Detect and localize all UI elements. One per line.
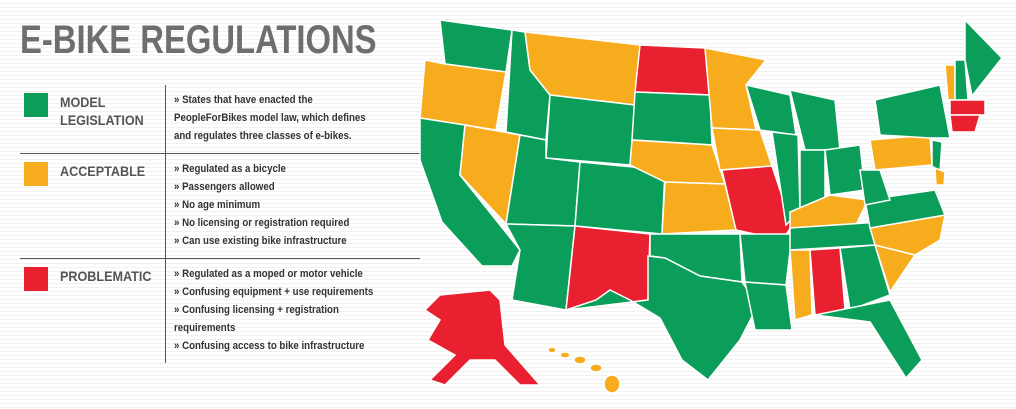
swatch [24, 93, 48, 117]
state [559, 351, 571, 359]
state [423, 289, 542, 386]
legend-item: » No licensing or registration required [174, 217, 350, 229]
state [824, 144, 866, 196]
state [573, 355, 587, 365]
state [874, 84, 951, 139]
state [934, 166, 946, 186]
state [949, 99, 986, 116]
legend-label: PROBLEMATIC [60, 268, 152, 284]
state [944, 64, 956, 101]
legend-item: » Regulated as a bicycle [174, 163, 286, 175]
legend-label: ACCEPTABLE [60, 163, 146, 179]
legend-item: » Regulated as a moped or motor vehicle [174, 268, 363, 280]
legend-items: » States that have enacted the PeopleFor… [165, 85, 414, 153]
state [704, 47, 768, 131]
legend: MODEL LEGISLATION » States that have ena… [20, 85, 420, 363]
state [814, 299, 923, 380]
state [789, 194, 870, 229]
title: E-BIKE REGULATIONS [20, 18, 377, 62]
state [565, 255, 759, 382]
state [603, 374, 621, 394]
state [931, 139, 943, 174]
legend-items: » Regulated as a moped or motor vehicle »… [165, 259, 414, 363]
state [739, 233, 793, 286]
legend-label: MODEL LEGISLATION [60, 94, 144, 128]
state [547, 346, 557, 354]
legend-item: » Passengers allowed [174, 181, 275, 193]
legend-row: MODEL LEGISLATION » States that have ena… [20, 85, 420, 154]
state [504, 223, 576, 311]
legend-item: » Can use existing bike infrastructure [174, 235, 347, 247]
states [419, 18, 1003, 394]
state [789, 249, 813, 321]
legend-items: » Regulated as a bicycle » Passengers all… [165, 154, 414, 258]
state [744, 281, 793, 331]
state [711, 127, 774, 171]
swatch [24, 267, 48, 291]
legend-item: » Confusing licensing + registration req… [174, 304, 339, 334]
state [661, 181, 737, 235]
state [631, 91, 713, 146]
state [634, 44, 711, 96]
legend-item: » Confusing equipment + use requirements [174, 286, 374, 298]
legend-row: ACCEPTABLE » Regulated as a bicycle » Pas… [20, 154, 420, 259]
legend-item: » Confusing access to bike infrastructur… [174, 340, 365, 352]
legend-item: » States that have enacted the PeopleFor… [174, 94, 366, 142]
state [859, 169, 891, 206]
state [964, 18, 1003, 98]
state [869, 134, 933, 171]
legend-row: PROBLEMATIC » Regulated as a moped or mo… [20, 259, 420, 363]
state [721, 165, 793, 241]
state [839, 244, 891, 312]
state [545, 94, 636, 166]
state [419, 59, 507, 131]
legend-item: » No age minimum [174, 199, 261, 211]
swatch [24, 162, 48, 186]
state [949, 114, 982, 133]
state [589, 363, 603, 373]
state [809, 247, 846, 316]
